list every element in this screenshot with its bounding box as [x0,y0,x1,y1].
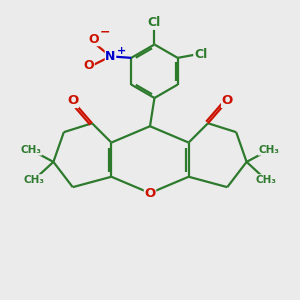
Text: Cl: Cl [194,48,207,62]
Text: +: + [117,46,126,56]
Text: O: O [67,94,78,107]
Text: Cl: Cl [148,16,161,29]
Text: O: O [89,33,100,46]
Text: O: O [144,187,156,200]
Text: CH₃: CH₃ [258,145,279,155]
Text: CH₃: CH₃ [21,145,42,155]
Text: −: − [100,25,110,38]
Text: CH₃: CH₃ [24,175,45,185]
Text: CH₃: CH₃ [255,175,276,185]
Text: O: O [222,94,233,107]
Text: O: O [83,59,94,72]
Text: N: N [105,50,116,63]
